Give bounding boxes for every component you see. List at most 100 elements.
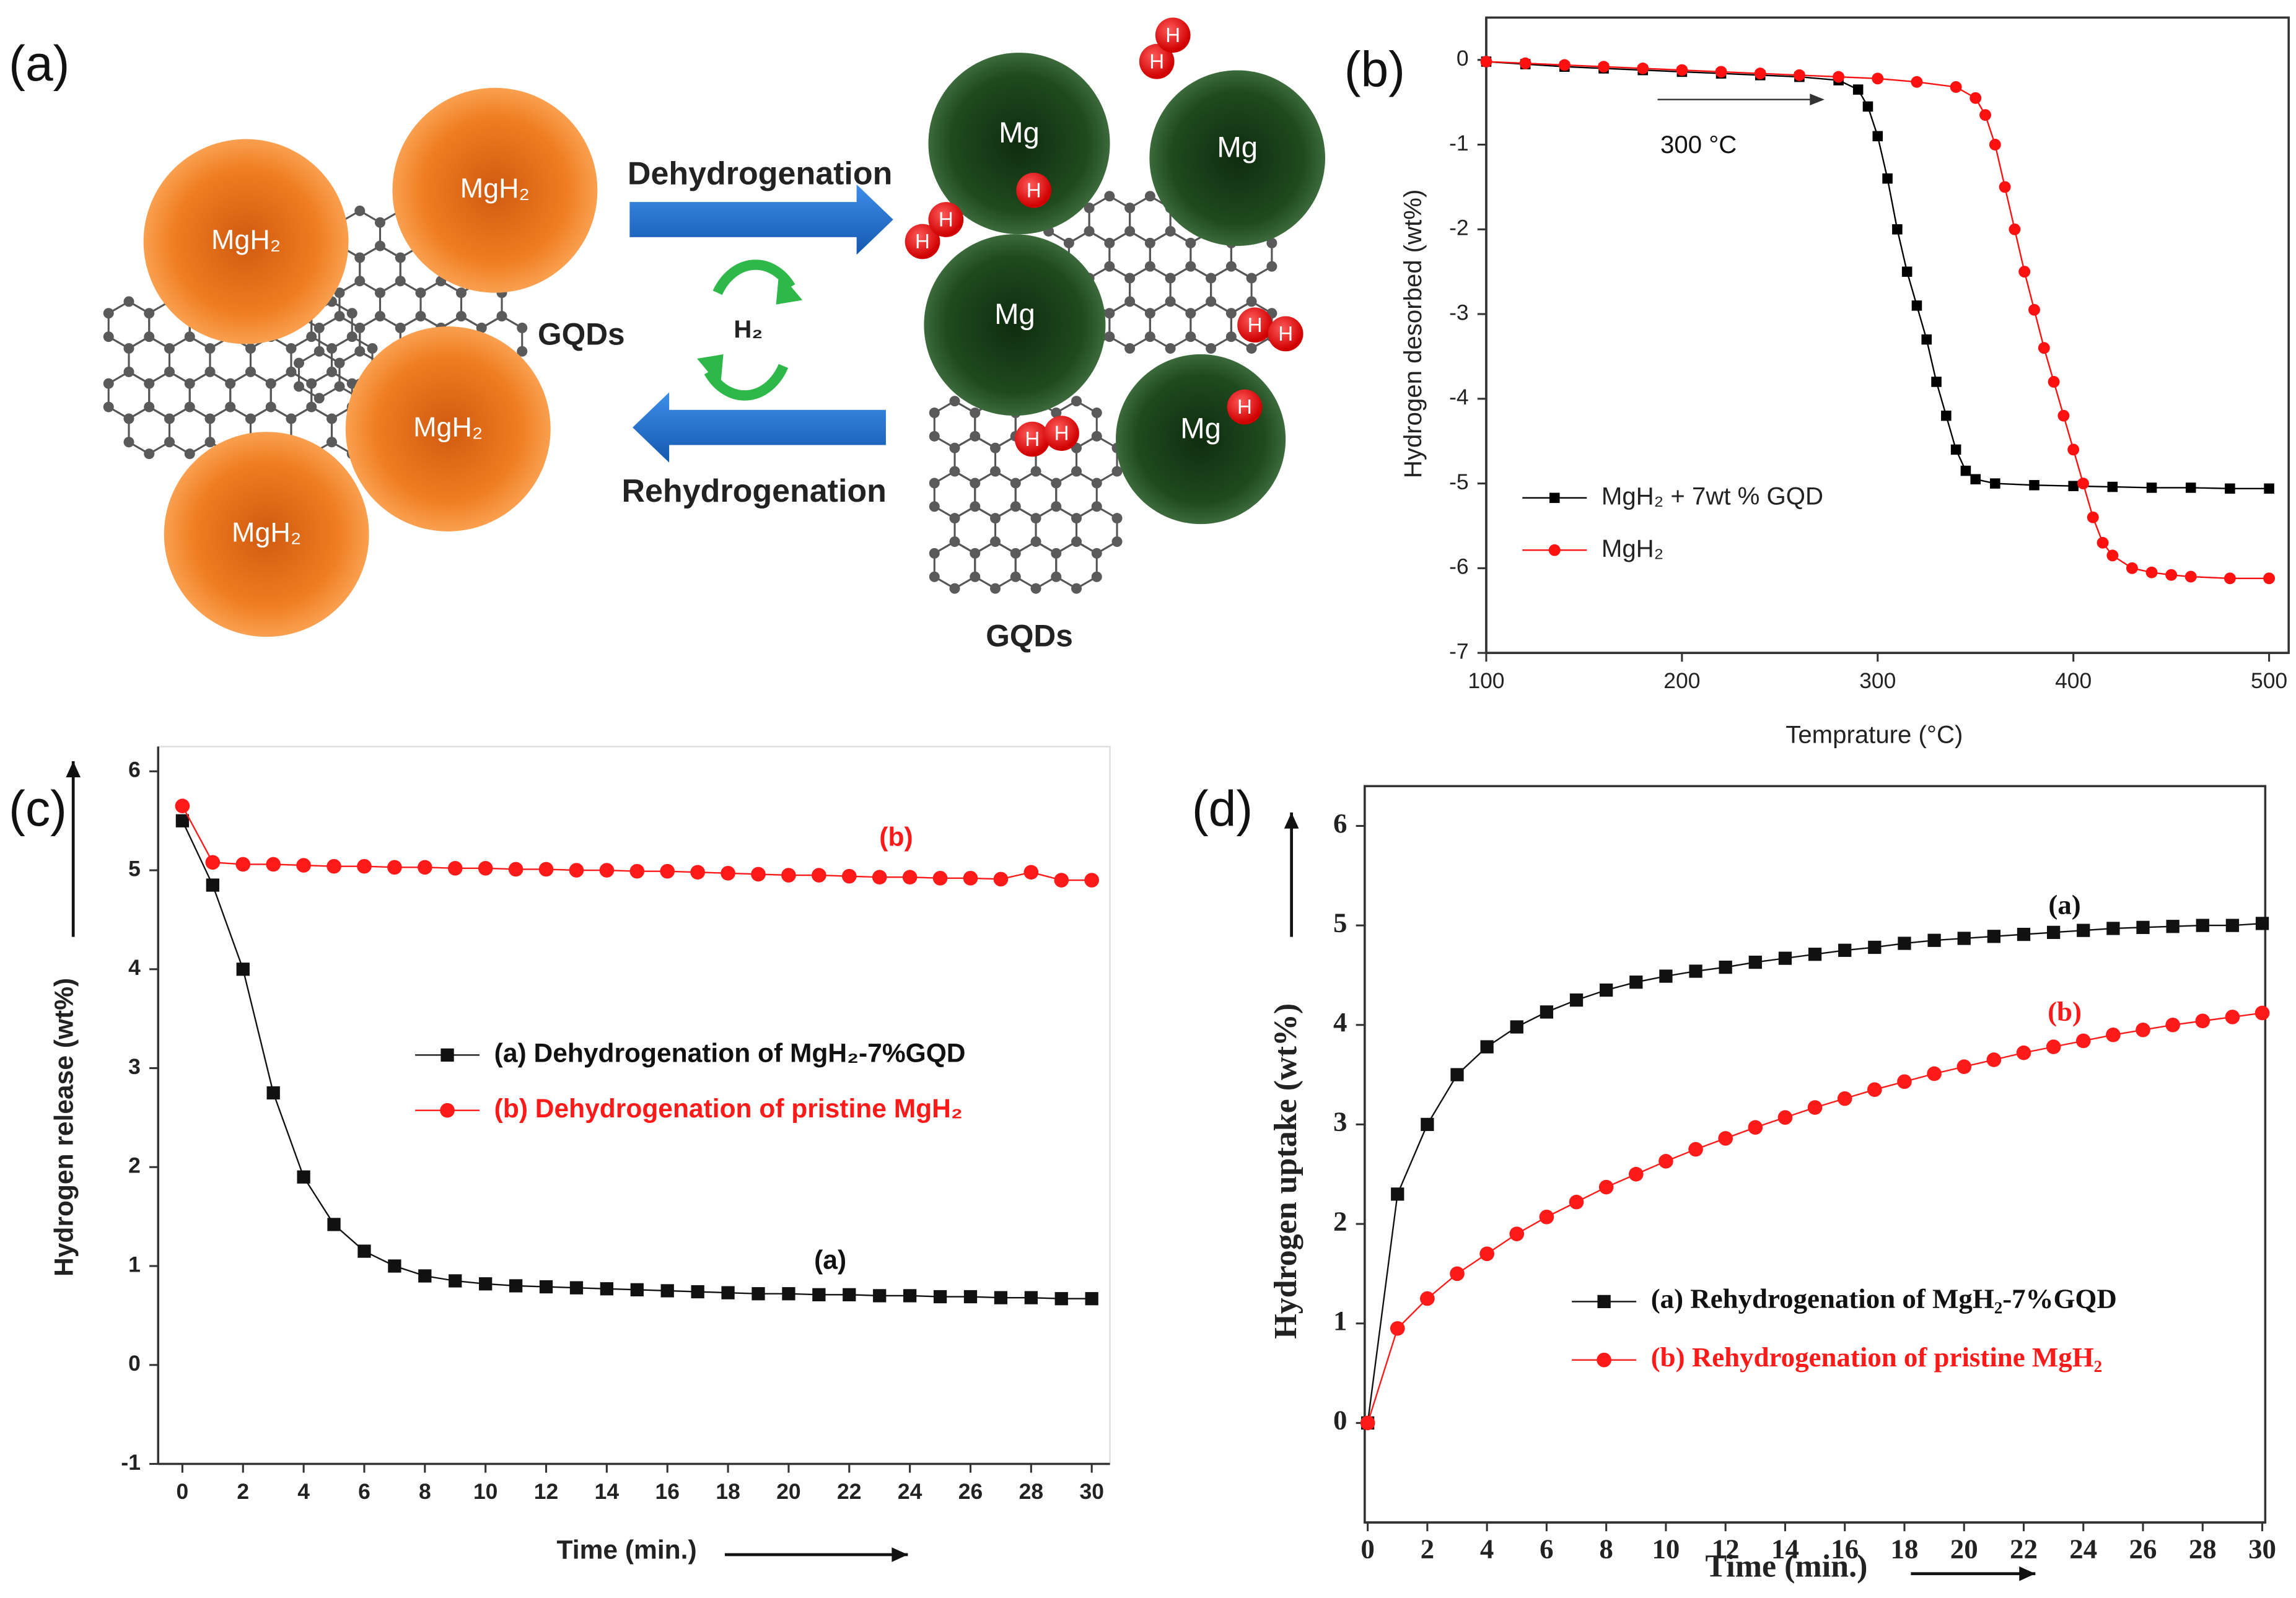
- carbon-atom: [1185, 331, 1196, 343]
- hexagon: [933, 540, 976, 590]
- marker: [297, 1170, 310, 1184]
- y-axis-label: Hydrogen release (wt%): [50, 978, 79, 1277]
- carbon-atom: [1091, 548, 1102, 559]
- carbon-atom: [990, 536, 1001, 548]
- mg-sphere: [928, 53, 1110, 235]
- marker: [2145, 566, 2158, 579]
- marker: [569, 1281, 584, 1295]
- plot-frame: [1364, 785, 2267, 1524]
- carbon-atom: [334, 381, 345, 392]
- y-tick-label: 4: [128, 955, 141, 980]
- marker: [447, 861, 463, 876]
- carbon-atom: [123, 343, 134, 354]
- marker: [1898, 937, 1911, 950]
- carbon-atom: [184, 331, 195, 343]
- y-tick-label: -4: [1449, 385, 1469, 409]
- carbon-atom: [245, 343, 256, 354]
- marker: [2255, 917, 2269, 930]
- carbon-atom: [123, 366, 134, 377]
- marker: [1598, 1179, 1614, 1195]
- carbon-atom: [990, 442, 1001, 453]
- marker: [1868, 940, 1882, 954]
- hexagon: [1108, 300, 1151, 350]
- mg-label: Mg: [994, 298, 1035, 331]
- mgh2-label: MgH₂: [211, 224, 281, 255]
- carbon-atom: [1111, 513, 1123, 524]
- charts: 100 200 300 400 5000-1-2-3-4-5-6-7Temprature…: [50, 16, 2290, 1584]
- hexagon: [1075, 505, 1118, 555]
- carbon-atom: [949, 536, 960, 548]
- y-tick-label: -1: [121, 1450, 141, 1475]
- carbon-atom: [346, 378, 357, 389]
- carbon-atom: [476, 322, 487, 333]
- x-tick-label: 18: [1891, 1534, 1919, 1565]
- x-tick-label: 20: [776, 1479, 800, 1504]
- carbon-atom: [265, 378, 276, 389]
- legend-label: (b) Rehydrogenation of pristine MgH₂: [1651, 1342, 2102, 1373]
- marker: [1979, 109, 1991, 121]
- marker: [2146, 482, 2157, 493]
- marker: [1882, 173, 1893, 184]
- carbon-atom: [1206, 273, 1217, 284]
- legend-marker: [1597, 1295, 1611, 1309]
- carbon-atom: [455, 287, 467, 299]
- hexagon: [1014, 470, 1058, 520]
- carbon-atom: [990, 583, 1001, 594]
- carbon-atom: [1091, 407, 1102, 419]
- x-tick-label: 300: [1859, 668, 1896, 693]
- marker: [1024, 1291, 1038, 1304]
- hydrogen-atom: [1268, 316, 1304, 352]
- carbon-atom: [164, 366, 175, 377]
- marker: [2077, 478, 2089, 490]
- carbon-atom: [1104, 331, 1115, 343]
- marker: [781, 868, 796, 883]
- carbon-atom: [1030, 536, 1041, 548]
- y-tick-label: 0: [1333, 1405, 1347, 1436]
- process-label: Rehydrogenation: [621, 473, 886, 509]
- carbon-atom: [374, 311, 386, 322]
- y-tick-label: 5: [1333, 907, 1347, 938]
- marker: [1054, 1292, 1068, 1306]
- annotation-arrowhead: [1810, 94, 1825, 106]
- panel-label: (d): [1192, 781, 1253, 837]
- marker: [266, 857, 281, 872]
- carbon-atom: [517, 322, 528, 333]
- marker: [2165, 1017, 2180, 1033]
- axis-arrowhead: [66, 761, 81, 778]
- marker: [903, 1289, 917, 1303]
- carbon-atom: [103, 378, 114, 389]
- marker: [2107, 481, 2118, 492]
- carbon-atom: [1165, 273, 1176, 284]
- carbon-atom: [1144, 331, 1155, 343]
- hexagon: [933, 470, 976, 520]
- process-label: Dehydrogenation: [628, 155, 892, 191]
- hydrogen-atom: [1139, 43, 1175, 79]
- legend-label: (b) Dehydrogenation of pristine MgH₂: [494, 1094, 963, 1124]
- carbon-atom: [103, 401, 114, 413]
- carbon-atom: [1225, 261, 1237, 272]
- carbon-atom: [970, 407, 981, 419]
- marker: [1748, 1120, 1763, 1135]
- y-tick-label: 0: [128, 1351, 141, 1376]
- carbon-atom: [1051, 478, 1062, 489]
- marker: [1676, 64, 1688, 76]
- carbon-atom: [1010, 548, 1021, 559]
- hexagon: [168, 406, 211, 455]
- hexagon: [1055, 470, 1098, 520]
- marker: [2075, 1033, 2091, 1049]
- carbon-atom: [354, 205, 366, 216]
- marker: [841, 868, 857, 884]
- marker: [235, 857, 251, 872]
- carbon-atom: [1144, 237, 1155, 248]
- carbon-atom: [1124, 296, 1136, 307]
- carbon-atom: [415, 311, 426, 322]
- marker: [721, 1286, 735, 1299]
- carbon-atom: [326, 343, 338, 354]
- marker: [2263, 572, 2276, 585]
- carbon-atom: [1084, 225, 1095, 237]
- x-tick-label: 26: [2129, 1534, 2157, 1565]
- legend-marker: [440, 1102, 455, 1118]
- y-tick-label: -7: [1449, 639, 1469, 663]
- hydrogen-atom: [1237, 307, 1273, 343]
- hexagon: [229, 370, 272, 420]
